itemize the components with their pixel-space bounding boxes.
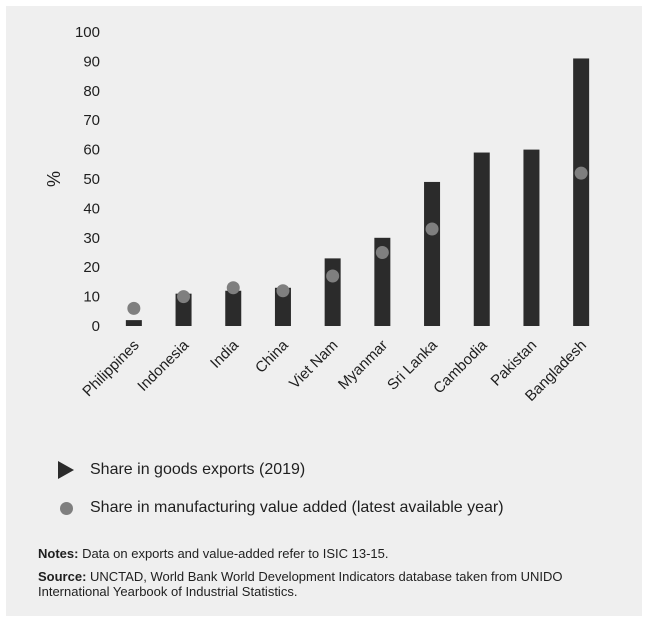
bar [125,320,142,326]
data-point [375,246,389,259]
legend-label-value-added: Share in manufacturing value added (late… [90,499,504,516]
bar [225,290,242,326]
data-point [226,281,240,295]
source-body: UNCTAD, World Bank World Development Ind… [38,569,563,599]
bar [473,152,490,326]
y-tick-label: 10 [83,289,100,306]
bar [374,237,391,326]
legend-swatch-bar [56,461,76,479]
source-text: Source: UNCTAD, World Bank World Develop… [38,569,628,599]
chart-figure: 0 10 20 30 40 50 60 70 80 90 100% Philippines Indone… [6,6,642,616]
y-tick-label: 70 [83,112,100,129]
y-tick-label: 60 [83,142,100,159]
data-point [425,222,439,236]
y-tick-label: 40 [83,200,100,217]
data-point [574,166,588,180]
bar [274,287,291,326]
legend-item-exports: Share in goods exports (2019) [56,458,305,482]
notes-body: Data on exports and value-added refer to… [78,546,389,561]
data-point [177,290,191,304]
y-tick-label: 80 [83,83,100,100]
bar [324,258,341,326]
x-tick-label: Myanmar [335,337,391,393]
bar [523,149,540,326]
notes-text: Notes: Data on exports and value-added r… [38,546,628,561]
legend-item-value-added: Share in manufacturing value added (late… [56,496,504,520]
y-tick-label: 20 [83,259,100,276]
data-point [276,284,290,298]
legend-swatch-dot [56,501,76,515]
bar [573,58,590,327]
y-tick-label: 50 [83,171,100,188]
x-tick-label: Indonesia [134,336,192,394]
y-tick-label: 90 [83,53,100,70]
notes-label: Notes: [38,546,79,561]
bar-chart: 0 10 20 30 40 50 60 70 80 90 100% PhilippinesIndone… [44,24,590,405]
bar [424,181,441,326]
x-tick-label: Philippines [79,337,142,400]
y-tick-label: 0 [92,318,100,335]
x-tick-label: China [252,336,292,376]
x-tick-label: India [207,336,242,371]
source-label: Source: [38,569,87,584]
x-tick-label: Viet Nam [286,337,341,392]
data-point [326,269,340,283]
legend-label-exports: Share in goods exports (2019) [90,461,306,478]
data-point [127,301,141,315]
y-axis-label: % [44,171,64,187]
x-tick-label: Cambodia [430,336,491,397]
y-tick-label: 100 [75,24,100,41]
bar [175,293,192,326]
y-tick-label: 30 [83,230,100,247]
